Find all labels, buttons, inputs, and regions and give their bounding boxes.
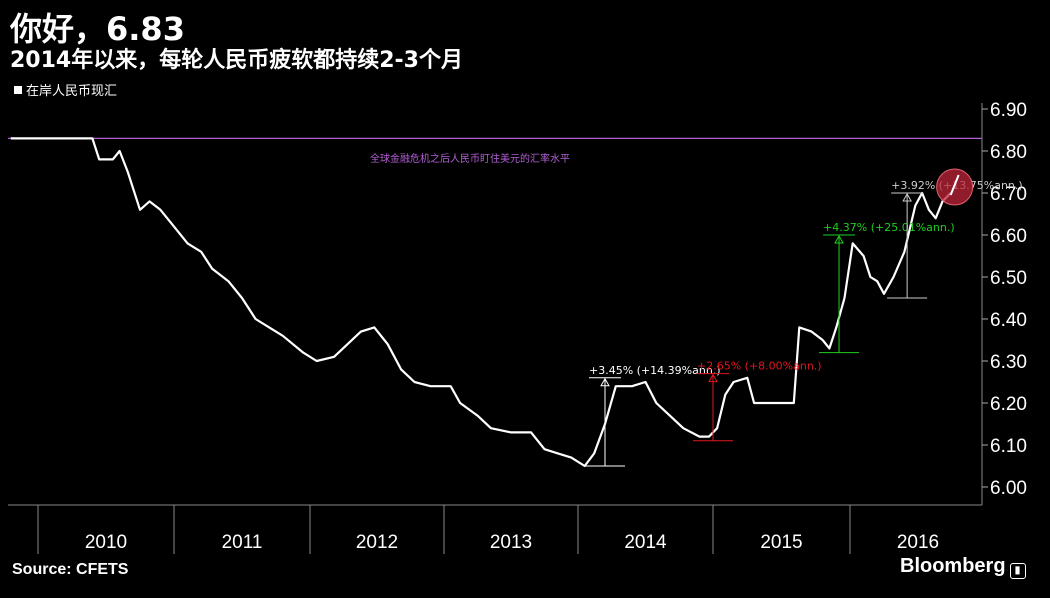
x-tick-label: 2010: [85, 532, 127, 553]
legend: 在岸人民币现汇: [14, 80, 117, 99]
annotation-label: +3.45% (+14.39%ann.): [589, 364, 721, 377]
chart-icon: ▮: [1009, 563, 1026, 579]
annotation-arrow-icon: [834, 234, 844, 244]
x-tick-label: 2016: [897, 532, 939, 553]
y-tick-label: 6.90: [990, 100, 1027, 121]
y-tick-label: 6.60: [990, 226, 1027, 247]
chart-subtitle: 2014年以来，每轮人民币疲软都持续2-3个月: [10, 48, 463, 73]
x-tick-label: 2011: [222, 532, 263, 553]
annotation-label: +4.37% (+25.01%ann.): [823, 221, 955, 234]
annotation-arrow-icon: [600, 377, 610, 387]
brand-logo: Bloomberg ▮: [900, 555, 1026, 579]
y-tick-label: 6.70: [990, 184, 1027, 205]
y-tick-label: 6.50: [990, 268, 1027, 289]
annotation-label: +2.65% (+8.00%ann.): [697, 360, 822, 373]
legend-label: 在岸人民币现汇: [26, 84, 118, 99]
x-tick-label: 2014: [624, 532, 667, 553]
reference-line-label: 全球金融危机之后人民币盯住美元的汇率水平: [370, 152, 570, 165]
y-tick-label: 6.30: [990, 352, 1027, 373]
source-note: Source: CFETS: [12, 561, 129, 578]
chart-title: 你好，6.83: [10, 10, 185, 48]
annotation-arrow-icon: [902, 192, 912, 202]
y-tick-label: 6.80: [990, 142, 1027, 163]
annotation-arrow-icon: [708, 373, 718, 383]
x-tick-label: 2012: [356, 532, 398, 553]
y-tick-label: 6.40: [990, 310, 1027, 331]
series-line: [10, 137, 952, 468]
y-tick-label: 6.20: [990, 394, 1027, 415]
brand-name: Bloomberg: [900, 555, 1006, 577]
y-tick-label: 6.10: [990, 436, 1027, 457]
x-tick-label: 2015: [760, 532, 802, 553]
x-tick-label: 2013: [490, 532, 532, 553]
legend-swatch: [14, 86, 22, 94]
y-tick-label: 6.00: [990, 478, 1027, 499]
highlight-tick: [949, 174, 960, 196]
